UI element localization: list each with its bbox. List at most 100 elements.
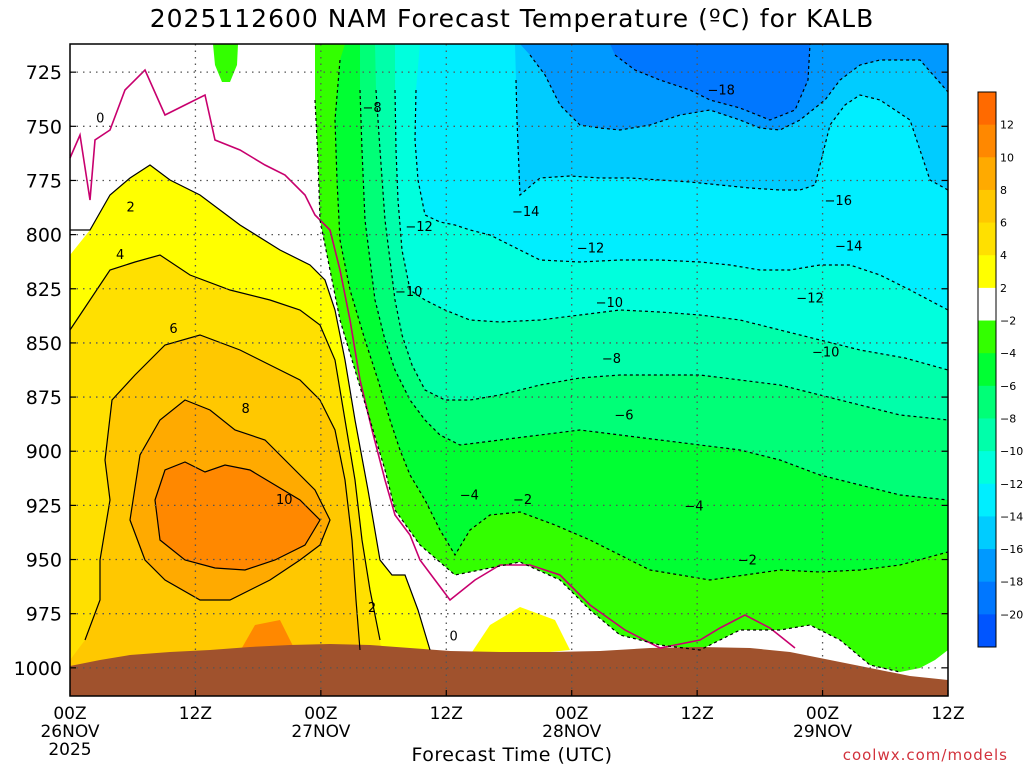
contour-m2-line — [314, 99, 901, 673]
colorbar-swatch — [978, 157, 996, 191]
x-tick-label: 12Z — [430, 704, 463, 724]
colorbar-label: 10 — [1000, 151, 1014, 164]
colorbar-swatch — [978, 418, 996, 452]
colorbar-swatch — [978, 255, 996, 289]
credit-text: coolwx.com/models — [842, 746, 1008, 764]
x-tick-date: 27NOV — [291, 722, 350, 742]
x-tick-year: 2025 — [48, 740, 91, 760]
contour-label: −2 — [738, 554, 757, 569]
contour-2-line — [70, 164, 431, 651]
contour-label: 0 — [449, 629, 457, 644]
contour-label: −4 — [460, 489, 479, 504]
y-tick-label: 975 — [26, 604, 62, 626]
colorbar-swatch — [978, 287, 996, 322]
contour-0-line — [69, 68, 796, 649]
contour-label: −4 — [684, 499, 703, 514]
contour-fills — [70, 44, 948, 696]
colorbar-swatch — [978, 483, 996, 517]
colorbar-label: 6 — [1000, 217, 1007, 230]
colorbar-label: −18 — [1000, 576, 1023, 589]
y-tick-label: 850 — [26, 333, 62, 355]
y-tick-label: 1000 — [14, 658, 62, 680]
colorbar-label: 8 — [1000, 184, 1007, 197]
colorbar-swatch — [978, 581, 996, 615]
contour-label: 2 — [126, 200, 134, 215]
y-tick-label: 775 — [26, 170, 62, 192]
x-tick-label: 12Z — [179, 704, 212, 724]
contour-label: −6 — [614, 408, 633, 423]
fill-warm-pocket — [470, 607, 570, 660]
colorbar-label: −10 — [1000, 445, 1023, 458]
chart-title: 2025112600 NAM Forecast Temperature (ºC)… — [149, 4, 875, 33]
x-tick-date: 26NOV — [40, 722, 99, 742]
x-tick-label: 00Z — [304, 704, 337, 724]
contour-label: 4 — [116, 248, 124, 263]
contour-m16-line — [529, 54, 949, 131]
colorbar-swatch — [978, 549, 996, 583]
y-tick-label: 925 — [26, 495, 62, 517]
contour-label: 10 — [276, 493, 293, 508]
colorbar-label: 12 — [1000, 119, 1014, 132]
fill-cold-pocket — [213, 44, 238, 82]
y-tick-label: 900 — [26, 441, 62, 463]
contour-label: 8 — [241, 402, 249, 417]
y-tick-label: 950 — [26, 550, 62, 572]
y-tick-label: 875 — [26, 387, 62, 409]
y-tick-label: 825 — [26, 279, 62, 301]
ground-surface — [70, 644, 948, 696]
contour-label: −10 — [596, 296, 623, 311]
contour-label: −18 — [707, 83, 734, 98]
x-tick-date: 29NOV — [793, 722, 852, 742]
y-tick-label: 750 — [26, 116, 62, 138]
colorbar-swatch — [978, 189, 996, 224]
colorbar-label: −14 — [1000, 510, 1023, 523]
contour-label: −8 — [602, 352, 621, 367]
colorbar-label: −8 — [1000, 412, 1016, 425]
contour-m12-line — [414, 89, 949, 311]
chart-grid — [70, 44, 948, 696]
colorbar-swatch — [978, 222, 996, 256]
contour-lines — [69, 43, 949, 673]
contour-label: 0 — [96, 112, 104, 127]
fill-10-to-12 — [155, 462, 320, 570]
contour-m4-line — [334, 59, 949, 581]
x-tick-date: 28NOV — [542, 722, 601, 742]
contour-m6-line — [359, 89, 949, 501]
colorbar-label: −20 — [1000, 608, 1023, 621]
contour-label: −12 — [405, 220, 432, 235]
contour-label: −14 — [512, 205, 539, 220]
x-tick-label: 00Z — [806, 704, 839, 724]
colorbar-swatch — [978, 353, 996, 387]
contour-label: −10 — [812, 346, 839, 361]
colorbar-swatch — [978, 516, 996, 550]
colorbar-label: −2 — [1000, 315, 1016, 328]
contour-label: −14 — [835, 239, 862, 254]
contour-4-line — [69, 254, 381, 641]
contour-labels: 0 2 4 6 8 10 2 0 −8 −12 −10 −14 −18 −16 −12 −14 −10 −12 −8… — [96, 83, 862, 644]
contour-8-line — [129, 399, 331, 601]
x-tick-label: 00Z — [555, 704, 588, 724]
contour-m18-line — [614, 43, 811, 121]
plot-frame — [69, 43, 949, 697]
x-axis-title: Forecast Time (UTC) — [411, 744, 613, 766]
colorbar: 12 10 8 6 4 2 −2 −4 −6 −8 −10 −12 −14 −16 −18 −20 — [977, 91, 1023, 648]
colorbar-swatch — [978, 320, 996, 354]
x-tick-label: 00Z — [53, 704, 86, 724]
colorbar-label: −4 — [1000, 347, 1016, 360]
colorbar-frame — [977, 91, 997, 648]
contour-label: 6 — [169, 322, 177, 337]
colorbar-swatch — [978, 614, 996, 648]
contour-m14-line — [515, 79, 949, 197]
colorbar-label: −6 — [1000, 380, 1016, 393]
colorbar-label: −12 — [1000, 478, 1023, 491]
colorbar-swatch — [978, 124, 996, 158]
colorbar-swatch — [978, 385, 996, 419]
x-tick-label: 12Z — [931, 704, 964, 724]
contour-label: −8 — [362, 101, 381, 116]
y-tick-label: 800 — [26, 225, 62, 247]
contour-m8-line — [375, 89, 949, 421]
